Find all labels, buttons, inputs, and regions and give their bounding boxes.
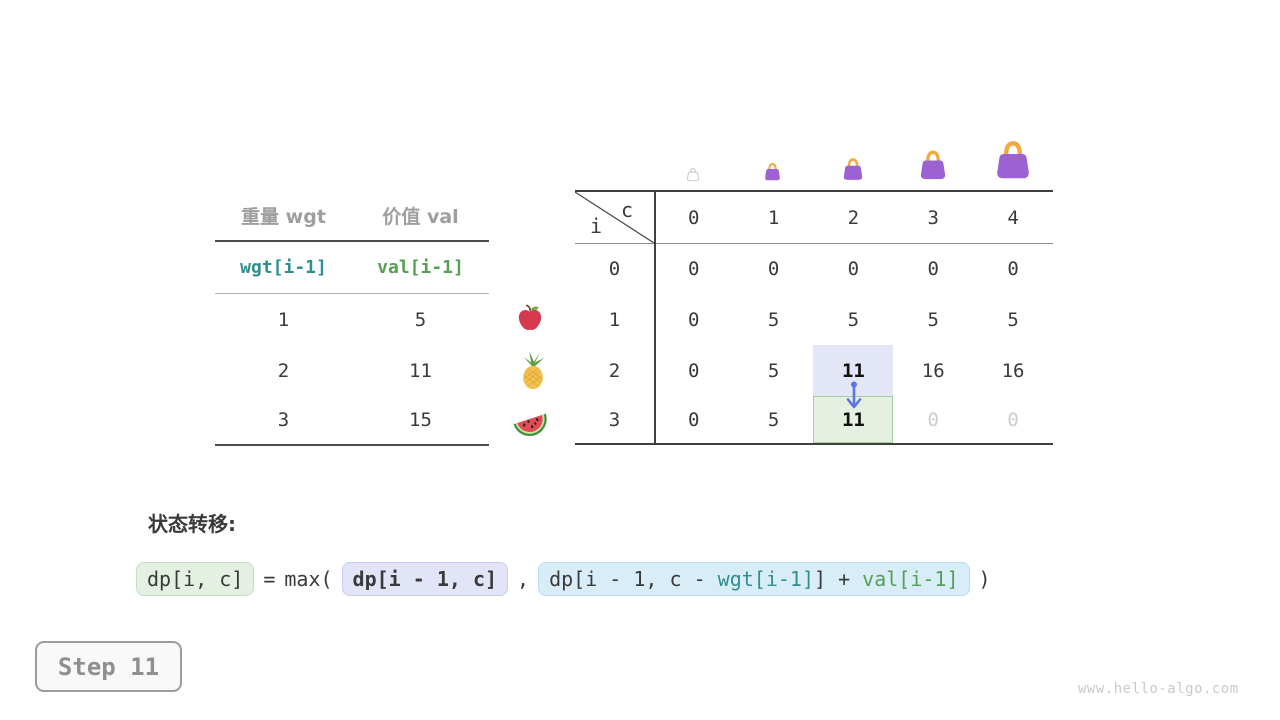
formula-arg1-box: dp[i - 1, c]: [341, 562, 509, 596]
row-header-0: 0: [608, 258, 621, 280]
dp-cell-1-3: 5: [927, 308, 939, 331]
item-row-2: 2 11: [215, 345, 489, 396]
dp-cell-0-2: 0: [847, 258, 860, 280]
formula-equals: =: [263, 567, 276, 591]
handbag-icon-capacity-4: [991, 139, 1035, 186]
dp-row-1: 1 0 5 5 5 5: [575, 294, 1053, 345]
diagonal-divider: [575, 192, 654, 243]
weight-column-header: 重量 wgt: [241, 205, 326, 228]
state-transition-formula: dp[i, c] = max( dp[i - 1, c] , dp[i - 1,…: [136, 562, 991, 596]
val-expr-label: val[i-1]: [377, 257, 464, 278]
dp-corner-cell: c i: [575, 192, 654, 243]
handbag-icon-capacity-1: [762, 162, 783, 186]
item-row-3: 3 15: [215, 396, 489, 444]
dp-cell-2-0: 0: [688, 359, 700, 382]
formula-max-open: max(: [284, 567, 333, 591]
col-header-1: 1: [767, 206, 780, 229]
watermelon-icon: [511, 406, 549, 442]
row-header-3: 3: [608, 408, 621, 431]
dp-table-vertical-divider: [654, 192, 656, 443]
dp-cell-1-2: 5: [847, 308, 860, 331]
dp-table: c i 0 1 2 3 4 0 0 0 0 0 0 1 0 5 5 5 5 2: [575, 190, 1053, 445]
formula-comma: ,: [517, 567, 530, 591]
dp-cell-3-3: 0: [927, 408, 939, 431]
formula-arg2-mid: ] +: [814, 567, 863, 591]
items-table: 重量 wgt 价值 val wgt[i-1] val[i-1] 1 5 2 11…: [215, 190, 489, 446]
item-row-1: 1 5: [215, 294, 489, 345]
wgt-expr-label: wgt[i-1]: [240, 257, 327, 278]
dp-cell-3-1: 5: [767, 408, 780, 431]
dp-table-header-row: c i 0 1 2 3 4: [575, 192, 1053, 244]
formula-lhs-box: dp[i, c]: [136, 562, 255, 596]
value-column-header: 价值 val: [382, 205, 459, 228]
item-1-value: 5: [414, 308, 427, 331]
item-2-weight: 2: [277, 359, 290, 382]
step-badge: Step 11: [35, 641, 182, 692]
dp-cell-0-1: 0: [767, 258, 780, 280]
dp-cell-2-1: 5: [767, 359, 780, 382]
items-table-subheader: wgt[i-1] val[i-1]: [215, 242, 489, 294]
dp-cell-2-4: 16: [1001, 359, 1025, 382]
dp-cell-1-4: 5: [1007, 308, 1019, 331]
item-axis-label: i: [590, 214, 603, 238]
formula-arg2-prefix: dp[i - 1, c -: [549, 567, 718, 591]
empty-bag-icon: [685, 167, 701, 186]
pineapple-icon: [519, 350, 547, 394]
item-3-value: 15: [409, 409, 432, 431]
dp-cell-3-4: 0: [1007, 408, 1019, 431]
col-header-3: 3: [927, 206, 939, 229]
item-1-weight: 1: [277, 308, 290, 331]
dp-cell-0-4: 0: [1007, 258, 1019, 280]
watermark-url: www.hello-algo.com: [1078, 681, 1239, 697]
item-2-value: 11: [409, 359, 432, 382]
dp-cell-2-3: 16: [921, 359, 945, 382]
handbag-icon-capacity-3: [916, 149, 950, 186]
dp-row-2: 2 0 5 11 16 16: [575, 345, 1053, 396]
item-3-weight: 3: [277, 409, 290, 431]
formula-close-paren: ): [978, 567, 991, 591]
down-arrow-icon: [846, 381, 862, 409]
state-transition-label: 状态转移:: [148, 512, 236, 536]
formula-arg2-val: val[i-1]: [862, 567, 959, 591]
formula-arg2-wgt: wgt[i-1]: [717, 567, 814, 591]
dp-cell-0-0: 0: [688, 258, 700, 280]
capacity-axis-label: c: [621, 198, 634, 222]
col-header-0: 0: [688, 206, 700, 229]
dp-row-0: 0 0 0 0 0 0: [575, 244, 1053, 294]
dp-cell-1-1: 5: [767, 308, 780, 331]
dp-row-3: 3 0 5 11 0 0: [575, 396, 1053, 443]
dp-cell-1-0: 0: [688, 308, 700, 331]
row-header-2: 2: [608, 359, 621, 382]
dp-cell-0-3: 0: [927, 258, 939, 280]
row-header-1: 1: [608, 308, 621, 331]
items-table-header: 重量 wgt 价值 val: [215, 190, 489, 242]
col-header-2: 2: [847, 206, 860, 229]
col-header-4: 4: [1007, 206, 1019, 229]
formula-arg2-box: dp[i - 1, c - wgt[i-1]] + val[i-1]: [538, 562, 970, 596]
handbag-icon-capacity-2: [840, 157, 866, 186]
dp-cell-3-0: 0: [688, 408, 700, 431]
apple-icon: [517, 304, 543, 336]
